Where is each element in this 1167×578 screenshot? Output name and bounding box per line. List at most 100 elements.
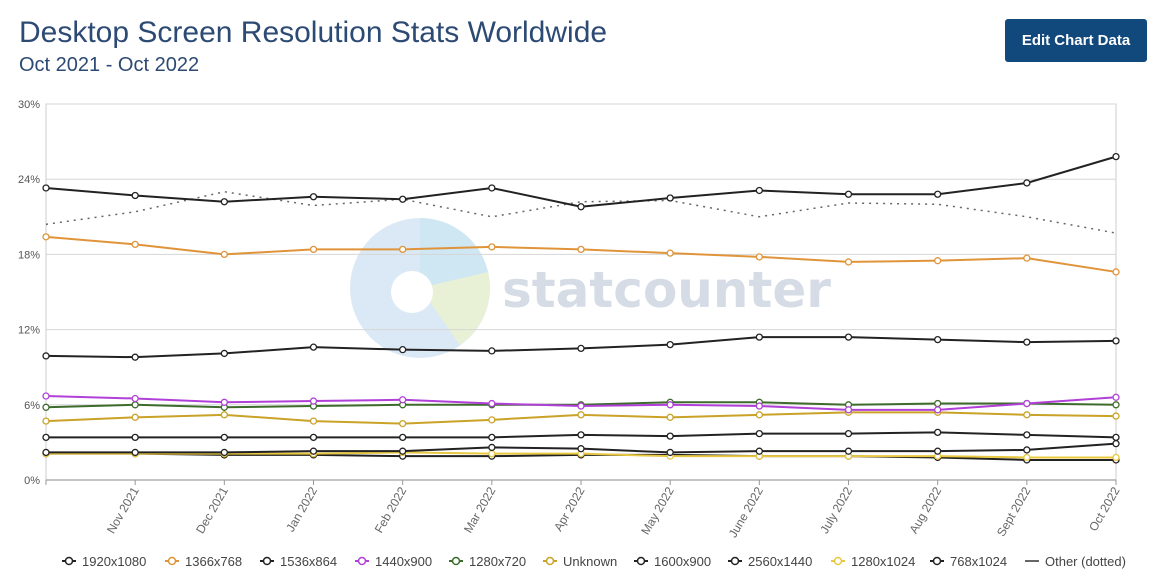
data-point[interactable] <box>488 399 496 408</box>
data-point[interactable] <box>131 240 139 249</box>
data-point[interactable] <box>309 343 318 351</box>
data-point[interactable] <box>309 193 318 201</box>
data-point[interactable] <box>1112 393 1120 401</box>
data-point[interactable] <box>844 190 853 198</box>
data-point[interactable] <box>220 411 228 419</box>
legend-item[interactable]: 1440x900 <box>355 554 432 569</box>
data-point[interactable] <box>131 353 139 361</box>
data-point[interactable] <box>399 396 407 404</box>
data-point[interactable] <box>131 401 139 409</box>
legend-item[interactable]: 768x1024 <box>930 554 1007 569</box>
data-point[interactable] <box>399 195 407 203</box>
data-point[interactable] <box>755 411 763 419</box>
data-point[interactable] <box>309 433 318 442</box>
data-point[interactable] <box>755 429 763 438</box>
data-point[interactable] <box>488 416 496 424</box>
data-point[interactable] <box>309 417 318 425</box>
legend-item[interactable]: 1280x1024 <box>831 554 915 569</box>
legend-item[interactable]: 1280x720 <box>449 554 526 569</box>
data-point[interactable] <box>844 406 853 414</box>
data-point[interactable] <box>309 397 318 405</box>
data-point[interactable] <box>42 352 50 360</box>
data-point[interactable] <box>666 401 674 409</box>
data-point[interactable] <box>755 186 763 195</box>
data-point[interactable] <box>1112 453 1120 462</box>
legend-item[interactable]: 1536x864 <box>260 554 337 569</box>
data-point[interactable] <box>399 419 407 428</box>
legend-item[interactable]: 1920x1080 <box>62 554 146 569</box>
data-point[interactable] <box>666 340 674 349</box>
data-point[interactable] <box>399 433 407 442</box>
data-point[interactable] <box>755 447 763 455</box>
series-1440x900[interactable] <box>42 392 1120 414</box>
series-other-dotted-[interactable] <box>45 190 1117 234</box>
data-point[interactable] <box>577 344 585 353</box>
data-point[interactable] <box>934 335 942 344</box>
data-point[interactable] <box>844 429 853 438</box>
data-point[interactable] <box>1112 152 1120 161</box>
data-point[interactable] <box>220 198 228 206</box>
data-point[interactable] <box>577 203 585 211</box>
data-point[interactable] <box>220 448 228 457</box>
data-point[interactable] <box>755 333 763 341</box>
data-point[interactable] <box>131 433 139 442</box>
series-1536x864[interactable] <box>42 333 1120 361</box>
data-point[interactable] <box>1023 254 1031 262</box>
data-point[interactable] <box>934 257 942 265</box>
data-point[interactable] <box>844 333 853 341</box>
legend-item[interactable]: 2560x1440 <box>728 554 812 569</box>
data-point[interactable] <box>1112 268 1120 276</box>
data-point[interactable] <box>934 406 942 414</box>
data-point[interactable] <box>755 253 763 261</box>
data-point[interactable] <box>131 448 139 457</box>
data-point[interactable] <box>934 447 942 455</box>
data-point[interactable] <box>577 402 585 410</box>
data-point[interactable] <box>42 184 50 192</box>
data-point[interactable] <box>131 413 139 421</box>
series-1920x1080[interactable] <box>42 152 1120 211</box>
data-point[interactable] <box>934 399 942 408</box>
legend-item[interactable]: 1600x900 <box>634 554 711 569</box>
data-point[interactable] <box>488 243 496 251</box>
data-point[interactable] <box>666 413 674 421</box>
data-point[interactable] <box>577 245 585 254</box>
data-point[interactable] <box>399 346 407 354</box>
data-point[interactable] <box>131 191 139 200</box>
data-point[interactable] <box>1112 433 1120 442</box>
data-point[interactable] <box>1023 179 1031 187</box>
data-point[interactable] <box>399 447 407 455</box>
data-point[interactable] <box>1112 337 1120 345</box>
data-point[interactable] <box>934 190 942 198</box>
data-point[interactable] <box>399 245 407 254</box>
data-point[interactable] <box>577 445 585 453</box>
data-point[interactable] <box>220 433 228 442</box>
series-unknown[interactable] <box>42 408 1120 428</box>
data-point[interactable] <box>488 443 496 452</box>
data-point[interactable] <box>1112 440 1120 448</box>
data-point[interactable] <box>1023 399 1031 408</box>
data-point[interactable] <box>42 403 50 411</box>
legend-item[interactable]: Unknown <box>543 554 617 569</box>
data-point[interactable] <box>488 433 496 442</box>
data-point[interactable] <box>1023 431 1031 439</box>
data-point[interactable] <box>1112 412 1120 420</box>
legend-item[interactable]: 1366x768 <box>165 554 242 569</box>
series-1600x900[interactable] <box>42 428 1120 442</box>
data-point[interactable] <box>220 398 228 406</box>
data-point[interactable] <box>577 431 585 439</box>
edit-chart-data-button[interactable]: Edit Chart Data <box>1005 19 1147 62</box>
data-point[interactable] <box>934 428 942 437</box>
data-point[interactable] <box>488 347 496 355</box>
data-point[interactable] <box>220 250 228 259</box>
data-point[interactable] <box>309 447 318 455</box>
data-point[interactable] <box>666 194 674 202</box>
data-point[interactable] <box>42 448 50 457</box>
data-point[interactable] <box>488 184 496 192</box>
data-point[interactable] <box>42 233 50 241</box>
data-point[interactable] <box>220 349 228 358</box>
data-point[interactable] <box>488 450 496 458</box>
series-1366x768[interactable] <box>42 233 1120 276</box>
data-point[interactable] <box>1023 338 1031 346</box>
data-point[interactable] <box>1023 453 1031 462</box>
data-point[interactable] <box>309 245 318 254</box>
